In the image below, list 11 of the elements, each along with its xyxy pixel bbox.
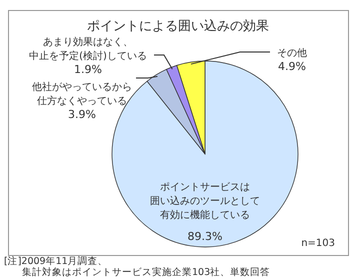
text: [注]2009年11月調査、集計対象はポイントサービス実施企業103社、単数回答: [4, 255, 270, 278]
slice-label: 他社がやっているから仕方なくやっている: [32, 81, 132, 107]
text: n=103: [301, 238, 335, 249]
slice-label: ポイントサービスは囲い込みのツールとして有効に機能している: [150, 182, 260, 221]
data-label: 1.9%: [74, 63, 102, 76]
data-label: 3.9%: [68, 108, 96, 121]
slice-label: あまり効果はなく、中止を予定(検討)している: [29, 36, 147, 62]
slice-label: その他: [277, 47, 307, 59]
chart-title: ポイントによる囲い込みの効果: [87, 19, 269, 34]
data-label: 89.3%: [188, 230, 222, 243]
data-label: 4.9%: [278, 60, 306, 73]
